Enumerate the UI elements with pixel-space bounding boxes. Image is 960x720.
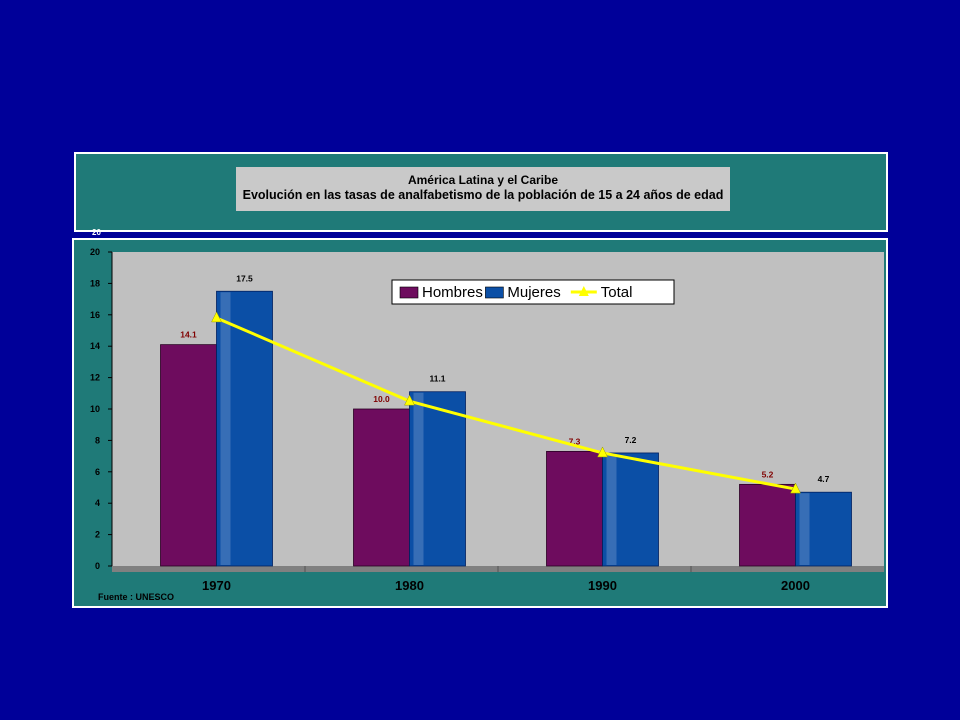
y-tick-label: 8 — [95, 435, 100, 445]
chart-svg: 0 2 4 6 8 10 12 14 16 18 20 14.1 17.5 1970 10.0 11.1 198… — [90, 247, 884, 593]
legend-label: Mujeres — [507, 284, 560, 301]
bar-mujeres — [795, 491, 852, 567]
y-tick-label: 10 — [90, 404, 100, 414]
data-label-hombres: 14.1 — [180, 330, 197, 340]
marker-total — [211, 311, 222, 323]
bar-mujeres-highlight — [413, 392, 424, 565]
y-tick-label: 4 — [95, 498, 100, 508]
legend-label: Total — [601, 284, 633, 301]
marker-total — [404, 394, 415, 406]
data-label-hombres: 7.3 — [569, 436, 581, 446]
data-label-hombres: 5.2 — [762, 469, 774, 479]
data-label-mujeres: 4.7 — [818, 474, 830, 484]
bar-mujeres — [409, 391, 466, 567]
x-tick-label: 1980 — [395, 578, 424, 593]
bar-mujeres-highlight — [606, 453, 617, 565]
y-tick-label: 2 — [95, 530, 100, 540]
chart-title-line2: Evolución en las tasas de analfabetismo … — [242, 188, 724, 202]
marker-total — [790, 482, 801, 494]
legend-marker-total — [578, 286, 589, 296]
bar-hombres — [160, 344, 217, 567]
data-label-mujeres: 11.1 — [429, 374, 445, 384]
title-panel: América Latina y el Caribe Evolución en … — [74, 152, 888, 237]
bar-hombres — [546, 450, 603, 567]
x-tick-label: 1990 — [588, 578, 617, 593]
y-tick-label: 18 — [90, 278, 100, 288]
legend-swatch-hombres — [399, 286, 419, 299]
bar-mujeres — [602, 452, 659, 567]
line-total — [215, 316, 796, 491]
clipped-tick-label: 20 — [92, 228, 101, 237]
data-label-mujeres: 17.5 — [236, 273, 253, 283]
y-tick-label: 12 — [90, 373, 100, 383]
bar-hombres — [739, 483, 796, 567]
chart-title-line1: América Latina y el Caribe — [407, 173, 559, 187]
y-tick-label: 14 — [90, 341, 100, 351]
marker-total — [597, 446, 608, 458]
data-label-mujeres: 7.2 — [625, 435, 637, 445]
legend-label: Hombres — [422, 284, 483, 301]
x-tick-label: 2000 — [781, 578, 810, 593]
legend-box — [391, 279, 675, 305]
x-tick-label: 1970 — [202, 578, 231, 593]
bar-mujeres-highlight — [220, 292, 231, 565]
y-tick-label: 6 — [95, 467, 100, 477]
chart-title-box: América Latina y el Caribe Evolución en … — [236, 167, 730, 211]
y-tick-label: 16 — [90, 310, 100, 320]
source-note: Fuente : UNESCO — [98, 592, 175, 602]
data-label-hombres: 10.0 — [373, 394, 390, 404]
chart-panel: 0 2 4 6 8 10 12 14 16 18 20 14.1 17.5 1970 10.0 11.1 198… — [72, 238, 888, 608]
y-tick-label: 0 — [95, 561, 100, 571]
legend-swatch-mujeres — [485, 286, 504, 299]
bar-hombres — [353, 408, 410, 567]
bar-mujeres-highlight — [799, 493, 810, 565]
y-tick-label: 20 — [90, 247, 100, 257]
